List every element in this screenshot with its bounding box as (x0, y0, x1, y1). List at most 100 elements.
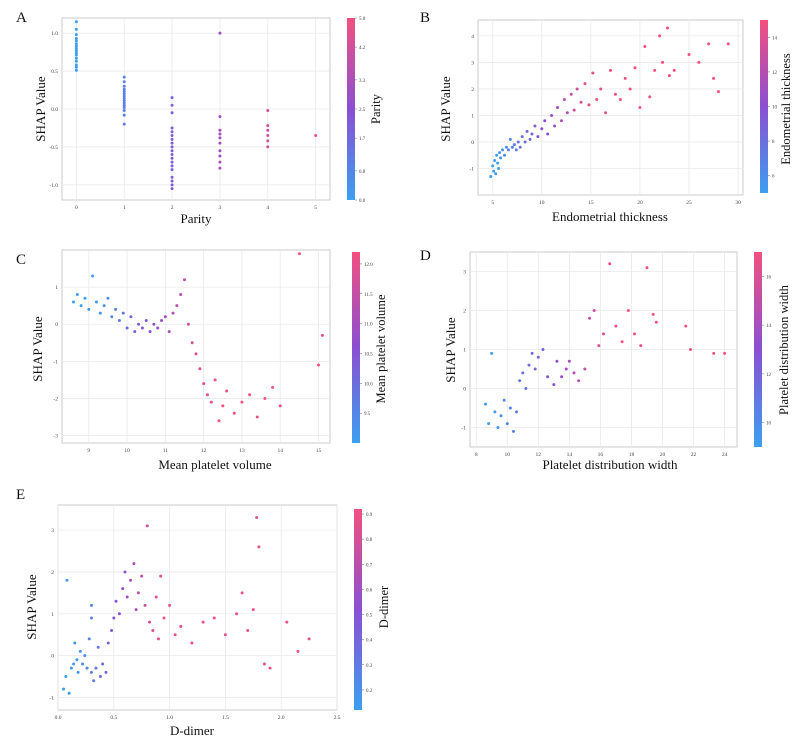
data-point (140, 574, 144, 578)
colorbar (354, 509, 362, 710)
x-tick-label: 4 (266, 205, 269, 211)
data-point (251, 608, 255, 612)
data-point (592, 309, 596, 312)
data-point (170, 187, 174, 191)
colorbar (347, 18, 355, 200)
data-point (638, 106, 642, 109)
data-point (499, 414, 503, 418)
panel-A: 0 1 2 3 4 5 -1.0 -0.5 0.0 0.5 1.0 A Parity SHAP Value… (16, 10, 383, 226)
data-point (633, 66, 637, 70)
colorbar-tick-label: 16 (766, 275, 772, 280)
colorbar-tick-label: 0.4 (366, 639, 373, 644)
data-point (122, 103, 126, 107)
data-point (170, 137, 174, 141)
data-point (268, 666, 272, 670)
data-point (498, 151, 502, 155)
data-point (521, 371, 525, 375)
data-point (74, 42, 78, 46)
data-point (623, 76, 627, 80)
data-point (87, 307, 91, 311)
x-tick-label: 0 (75, 205, 78, 211)
data-point (201, 620, 205, 624)
data-point (588, 316, 592, 320)
y-axis-label: SHAP Value (443, 317, 458, 383)
data-point (540, 127, 544, 131)
data-point (134, 608, 138, 612)
data-point (643, 45, 647, 49)
x-tick-label: 12 (536, 452, 542, 458)
data-point (687, 52, 691, 56)
data-point (125, 326, 129, 330)
data-point (266, 134, 270, 138)
data-point (661, 60, 665, 64)
y-tick-label: 0 (463, 387, 466, 393)
x-tick-label: 18 (629, 452, 635, 458)
colorbar-tick-label: 0.5 (366, 614, 373, 619)
x-tick-label: 10 (539, 200, 545, 206)
data-point (83, 296, 87, 300)
colorbar (352, 252, 360, 443)
colorbar-tick-label: 10.0 (364, 382, 373, 387)
data-point (553, 124, 557, 128)
colorbar-tick-label: 0.3 (366, 664, 373, 669)
y-tick-label: -1 (469, 166, 474, 172)
data-point (167, 330, 171, 334)
data-point (550, 113, 554, 117)
panel-letter: E (16, 487, 25, 503)
data-point (94, 666, 98, 670)
x-tick-label: 0.0 (55, 715, 62, 721)
y-tick-label: -1 (49, 695, 54, 701)
data-point (144, 319, 148, 323)
data-point (688, 348, 692, 351)
data-point (122, 90, 126, 94)
data-point (145, 524, 149, 528)
data-point (170, 130, 174, 134)
data-point (122, 87, 126, 91)
data-point (221, 404, 225, 408)
data-point (179, 293, 183, 297)
data-point (156, 326, 160, 330)
data-point (552, 383, 556, 387)
data-point (74, 27, 78, 31)
data-point (240, 591, 244, 595)
colorbar-label: Endometrial thickness (779, 53, 793, 165)
x-tick-label: 0.5 (110, 715, 117, 721)
data-point (520, 135, 524, 139)
plot-frame (57, 504, 338, 711)
data-point (104, 670, 108, 674)
data-point (74, 68, 78, 72)
data-point (202, 382, 206, 386)
x-tick-label: 14 (567, 452, 573, 458)
colorbar-tick-label: 0.8 (359, 170, 366, 175)
data-point (170, 103, 174, 107)
data-point (266, 109, 270, 113)
data-point (583, 367, 587, 371)
data-point (541, 348, 545, 351)
data-point (173, 633, 177, 637)
data-point (121, 587, 125, 591)
data-point (562, 98, 566, 102)
data-point (170, 175, 174, 179)
data-point (525, 129, 529, 133)
data-point (98, 311, 102, 315)
x-tick-label: 2.5 (334, 715, 341, 721)
data-point (527, 363, 531, 367)
colorbar-label: Platelet distribution width (777, 284, 791, 415)
panel-letter: C (16, 252, 26, 268)
data-point (320, 333, 324, 337)
y-tick-label: 1 (471, 113, 474, 119)
data-point (266, 128, 270, 132)
data-point (506, 148, 510, 152)
data-point (497, 166, 501, 170)
x-tick-label: 24 (722, 452, 728, 458)
data-point (171, 311, 175, 315)
data-point (133, 330, 137, 334)
data-point (614, 324, 618, 328)
data-point (712, 351, 716, 355)
data-point (602, 332, 605, 336)
data-point (560, 375, 564, 379)
y-tick-label: 1 (51, 612, 54, 618)
data-point (122, 80, 126, 84)
data-point (665, 26, 669, 30)
data-point (726, 42, 730, 46)
